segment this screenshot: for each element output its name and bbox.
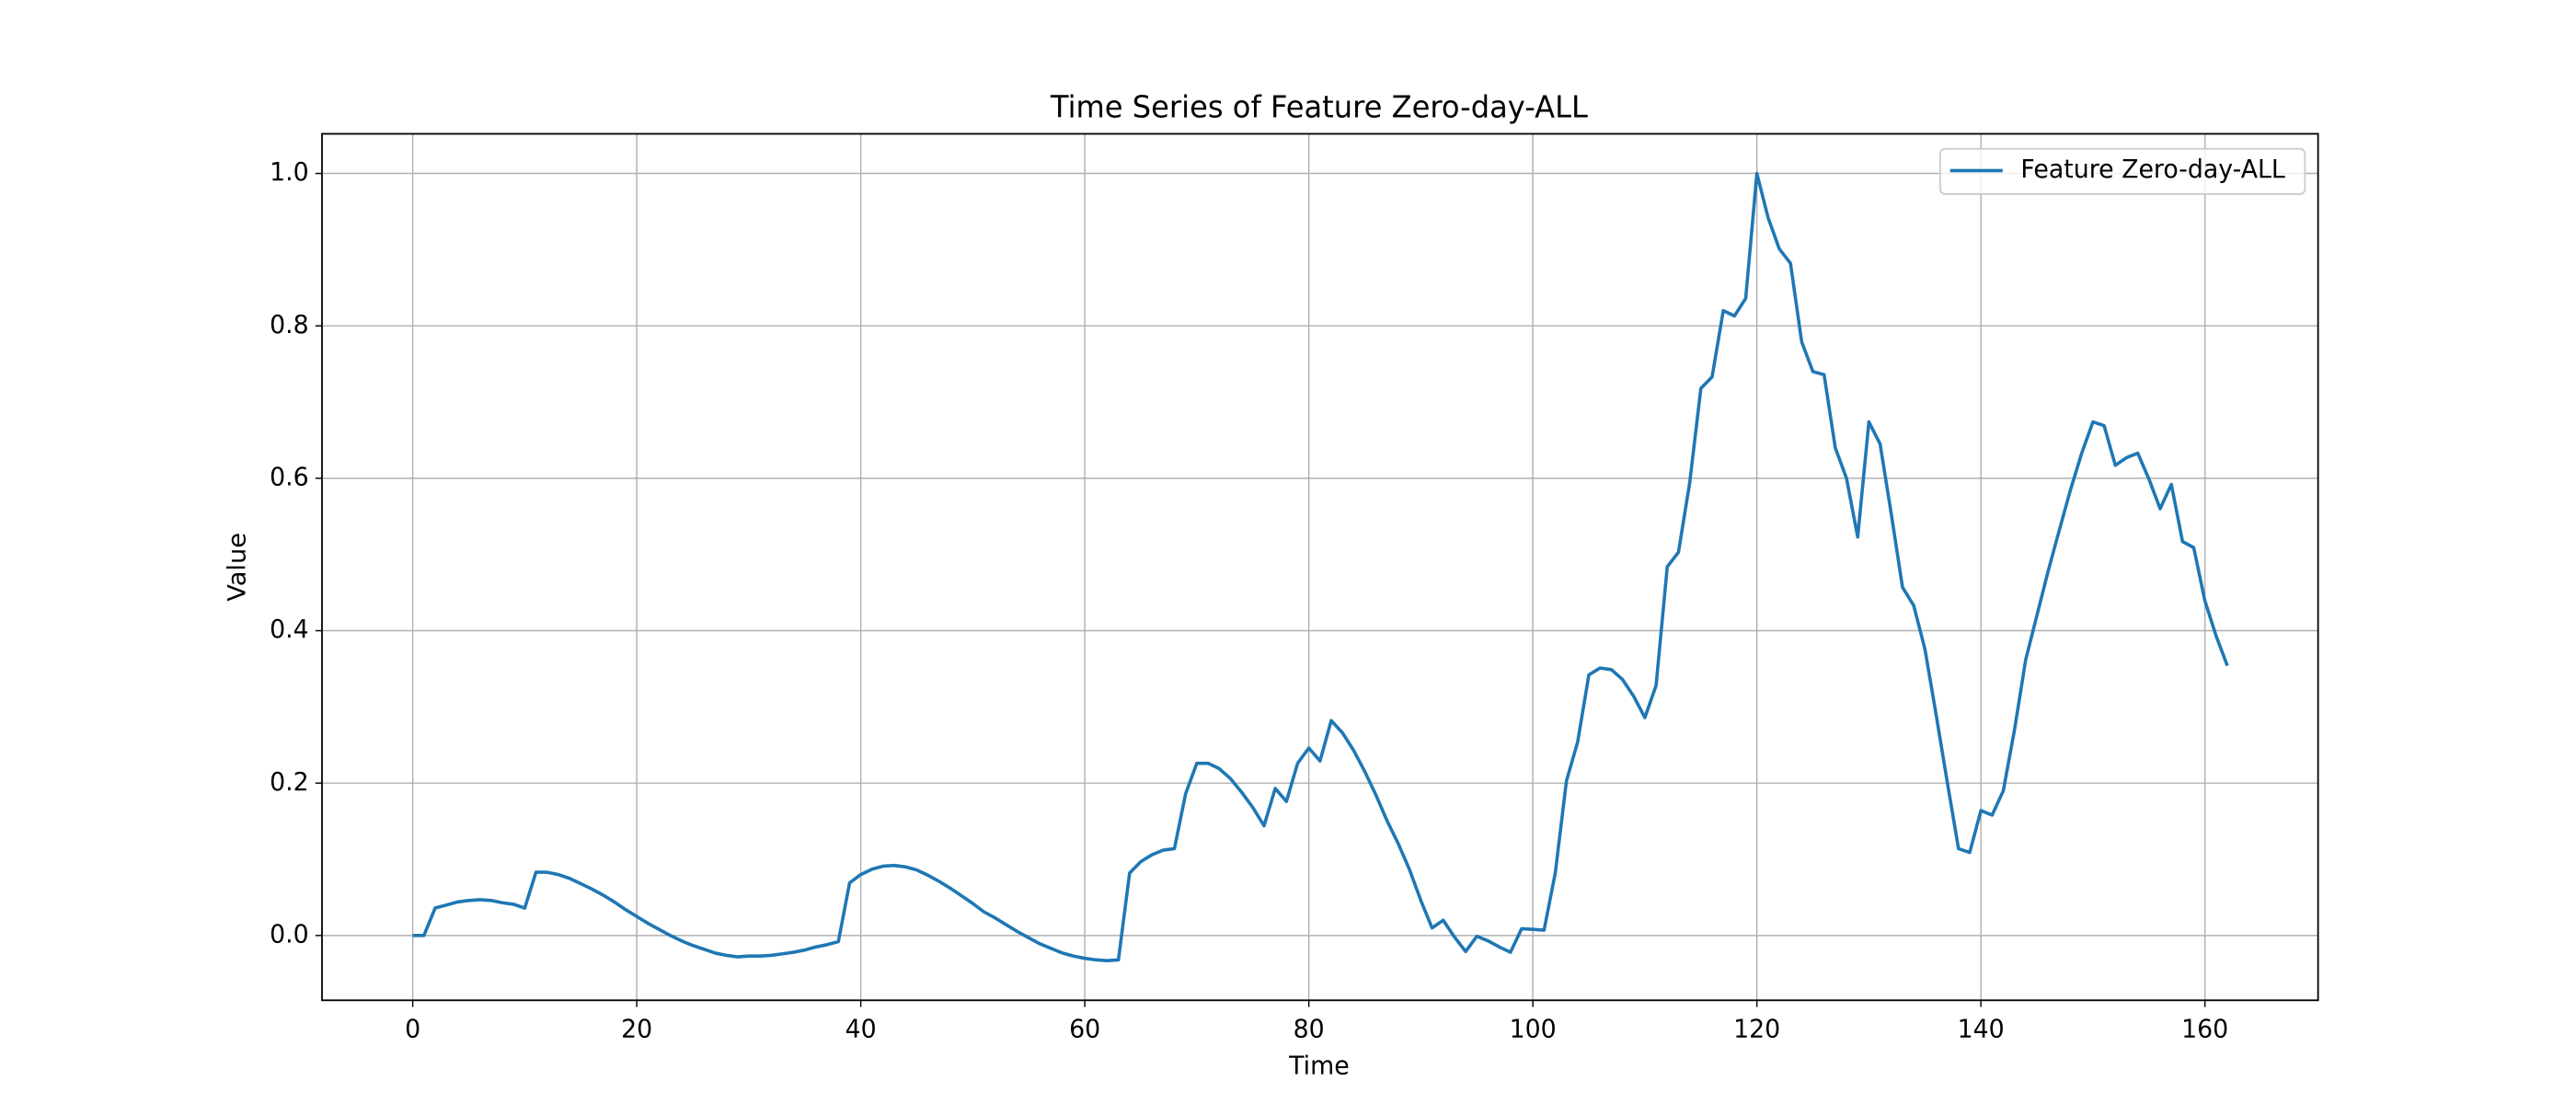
x-tick-label: 80 [1294,1015,1325,1043]
plot-frame [321,132,2319,1002]
y-tick-label: 0.0 [270,920,309,949]
x-tick-label: 160 [2181,1015,2228,1043]
y-axis-label: Value [224,533,252,602]
legend-box [1939,147,2306,195]
y-tick-label: 0.6 [270,463,309,491]
chart-title: Time Series of Feature Zero-day-ALL [1050,89,1588,124]
x-tick-label: 40 [845,1015,877,1043]
x-tick-label: 140 [1958,1015,2005,1043]
x-axis-label: Time [1288,1052,1350,1080]
x-tick-label: 20 [621,1015,652,1043]
y-tick-label: 0.2 [270,768,309,797]
y-tick-label: 0.4 [270,615,309,644]
x-tick-label: 0 [405,1015,420,1043]
legend-label: Feature Zero-day-ALL [2020,155,2284,184]
x-tick-label: 100 [1510,1015,1557,1043]
y-tick-label: 1.0 [270,158,309,187]
x-tick-label: 120 [1733,1015,1780,1043]
x-tick-label: 60 [1069,1015,1100,1043]
y-tick-label: 0.8 [270,311,309,339]
line [412,171,2229,963]
